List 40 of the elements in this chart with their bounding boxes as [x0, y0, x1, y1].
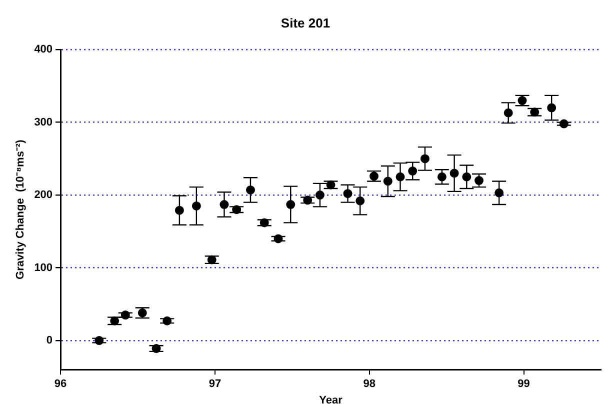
point	[383, 176, 392, 186]
point	[450, 168, 459, 178]
point	[547, 103, 556, 112]
x-tick-label: 98	[363, 378, 376, 390]
point	[260, 218, 269, 228]
point	[504, 108, 513, 118]
point	[356, 196, 365, 206]
x-tick-label: 96	[54, 378, 67, 390]
point	[246, 185, 255, 194]
y-tick-label: 200	[34, 189, 53, 202]
point	[274, 234, 283, 244]
x-tick-label: 97	[208, 378, 222, 390]
x-tick-label: 99	[518, 378, 530, 390]
point	[207, 255, 216, 264]
point	[152, 344, 161, 354]
point	[559, 119, 568, 128]
point	[420, 154, 430, 164]
point	[220, 200, 229, 210]
point	[120, 310, 130, 320]
y-tick-label: 0	[46, 334, 53, 347]
point	[315, 190, 324, 200]
point	[286, 200, 296, 210]
point	[530, 108, 540, 117]
y-tick-label: 100	[34, 262, 53, 274]
y-axis-title: Gravity Change (10⁻⁸ms⁻²)	[14, 139, 27, 280]
point	[396, 172, 405, 182]
point	[192, 201, 201, 210]
y-tick-label: 400	[34, 44, 53, 56]
point	[174, 206, 184, 215]
point	[462, 172, 472, 182]
point	[494, 188, 504, 198]
x-axis-title: Year	[319, 394, 344, 406]
point	[232, 205, 242, 214]
chart-title: Site 201	[280, 15, 330, 30]
point	[162, 316, 172, 326]
point	[110, 316, 120, 326]
point	[303, 196, 312, 205]
point	[326, 180, 336, 190]
y-tick-label: 300	[34, 116, 53, 128]
point	[94, 336, 104, 346]
